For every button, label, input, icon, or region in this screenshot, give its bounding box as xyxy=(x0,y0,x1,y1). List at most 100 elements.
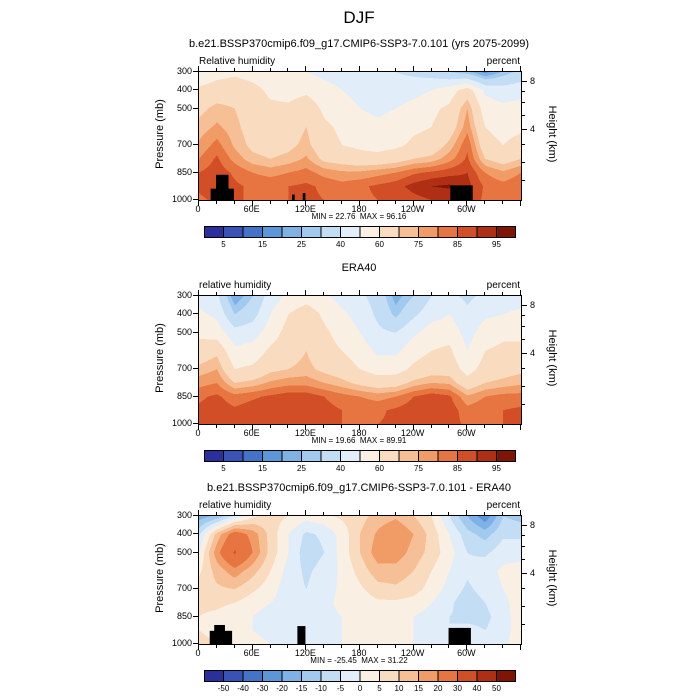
axis-tick xyxy=(522,81,527,83)
axis-tick xyxy=(215,512,217,515)
axis-tick xyxy=(251,66,253,71)
axis-tick xyxy=(193,107,198,109)
axis-tick xyxy=(484,68,486,71)
axis-tick xyxy=(193,144,198,146)
axis-tick xyxy=(484,425,486,428)
field-label: relative humidity xyxy=(199,280,272,291)
colorbar-tick-label: 30 xyxy=(453,684,462,693)
axis-tick xyxy=(394,512,396,515)
axis-tick xyxy=(522,558,525,560)
axis-tick xyxy=(522,161,525,163)
axis-tick xyxy=(251,425,253,430)
height-tick-label: 4 xyxy=(530,567,536,578)
colorbar-tick-label: 5 xyxy=(377,684,382,693)
colorbar-tick-label: 85 xyxy=(453,240,462,249)
panel-difference: b.e21.BSSP370cmip6.f09_g17.CMIP6-SSP3-7.… xyxy=(0,478,700,700)
pressure-tick-label: 500 xyxy=(176,102,192,113)
axis-tick xyxy=(323,645,325,648)
axis-tick xyxy=(198,510,199,515)
axis-tick xyxy=(412,290,414,295)
axis-tick xyxy=(233,292,235,295)
colorbar-tick-label: -50 xyxy=(217,684,230,693)
axis-tick xyxy=(287,512,289,515)
axis-tick xyxy=(193,551,198,553)
axis-tick xyxy=(305,290,307,295)
colorbar-tick-label: -15 xyxy=(295,684,308,693)
axis-tick xyxy=(502,425,504,428)
axis-tick xyxy=(193,89,198,91)
axis-tick xyxy=(305,201,307,206)
x-tick-label: 60W xyxy=(457,648,476,658)
axis-tick xyxy=(341,68,343,71)
x-tick-label: 60E xyxy=(243,204,260,214)
axis-tick xyxy=(193,368,198,370)
axis-tick xyxy=(484,645,486,648)
x-tick-label: 180 xyxy=(351,648,367,658)
colorbar xyxy=(204,226,516,238)
axis-tick xyxy=(430,201,432,204)
colorbar xyxy=(204,450,516,462)
axis-tick xyxy=(484,292,486,295)
axis-tick xyxy=(359,425,360,430)
axis-tick xyxy=(341,201,343,204)
pressure-tick-label: 400 xyxy=(176,84,192,95)
x-tick-label: 180 xyxy=(351,428,367,438)
axis-tick xyxy=(522,404,525,406)
axis-tick xyxy=(376,292,378,295)
height-tick-label: 8 xyxy=(530,520,536,531)
axis-tick xyxy=(520,290,521,295)
axis-tick xyxy=(522,588,525,590)
pressure-tick-label: 850 xyxy=(176,166,192,177)
axis-tick xyxy=(233,68,235,71)
colorbar-tick-label: 40 xyxy=(336,240,345,249)
axis-tick xyxy=(502,68,504,71)
x-tick-label: 120E xyxy=(294,648,316,658)
axis-tick xyxy=(430,68,432,71)
axis-tick xyxy=(394,425,396,428)
axis-tick xyxy=(198,201,199,206)
x-tick-label: 120E xyxy=(294,428,316,438)
colorbar-tick-label: 0 xyxy=(357,684,363,693)
axis-tick xyxy=(193,171,198,173)
axis-tick xyxy=(430,292,432,295)
axis-tick xyxy=(305,510,307,515)
axis-tick xyxy=(287,645,289,648)
panel-model: b.e21.BSSP370cmip6.f09_g17.CMIP6-SSP3-7.… xyxy=(0,34,700,258)
x-tick-label: 0 xyxy=(195,204,201,214)
axis-tick xyxy=(341,645,343,648)
axis-tick xyxy=(376,645,378,648)
pressure-tick-label: 700 xyxy=(176,583,192,594)
axis-tick xyxy=(359,290,360,295)
x-tick-label: 120W xyxy=(400,648,425,658)
pressure-tick-label: 300 xyxy=(176,510,192,520)
axis-tick xyxy=(193,588,198,590)
axis-tick xyxy=(522,624,525,626)
axis-tick xyxy=(448,201,450,204)
colorbar-tick-label: 60 xyxy=(375,464,384,473)
x-tick-label: 120E xyxy=(294,204,316,214)
axis-tick xyxy=(412,645,414,650)
minmax-label: MIN = -25.45 MAX = 31.22 xyxy=(310,656,408,665)
axis-tick xyxy=(522,315,525,317)
colorbar-tick-label: 20 xyxy=(433,684,443,693)
axis-tick xyxy=(359,66,360,71)
axis-tick xyxy=(287,425,289,428)
colorbar-tick-label: 40 xyxy=(336,464,345,473)
axis-tick xyxy=(323,512,325,515)
height-axis-title: Height (km) xyxy=(546,549,558,607)
axis-tick xyxy=(193,533,198,535)
axis-tick xyxy=(522,305,527,307)
field-canvas xyxy=(199,72,521,200)
units-label: percent xyxy=(486,500,520,511)
panel-title: ERA40 xyxy=(341,262,377,274)
axis-tick xyxy=(522,352,527,354)
axis-tick xyxy=(376,201,378,204)
height-axis-title: Height (km) xyxy=(546,329,558,387)
axis-tick xyxy=(215,292,217,295)
axis-tick xyxy=(193,395,198,397)
axis-tick xyxy=(198,290,199,295)
figure-title: DJF xyxy=(343,8,375,27)
axis-tick xyxy=(251,201,253,206)
panel-title: b.e21.BSSP370cmip6.f09_g17.CMIP6-SSP3-7.… xyxy=(189,38,529,50)
